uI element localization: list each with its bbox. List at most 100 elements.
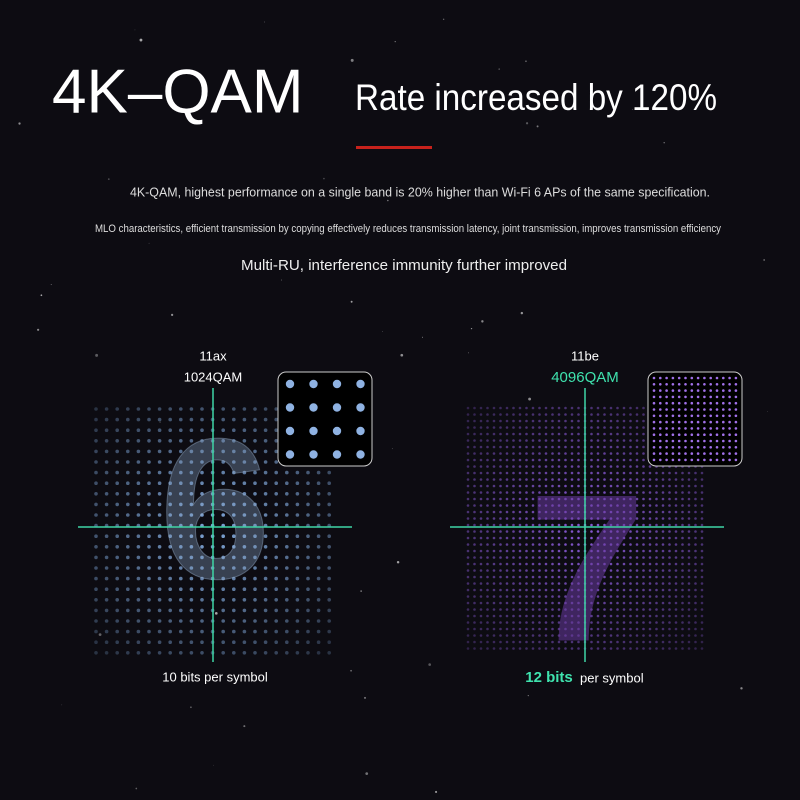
constellation-point [104, 439, 109, 443]
constellation-point [531, 413, 535, 416]
constellation-point [577, 406, 580, 410]
constellation-point [668, 627, 671, 631]
constellation-point [499, 445, 502, 449]
constellation-point [531, 608, 535, 611]
constellation-point [492, 569, 496, 572]
constellation-point [665, 414, 668, 418]
constellation-point [486, 562, 489, 566]
constellation-point [557, 569, 561, 572]
constellation-point [492, 510, 496, 514]
constellation-point [94, 492, 98, 496]
constellation-point [492, 608, 496, 611]
constellation-point [486, 647, 489, 650]
constellation-point [486, 530, 489, 533]
constellation-point [681, 556, 684, 559]
constellation-point [694, 595, 697, 598]
constellation-point [473, 491, 476, 494]
constellation-point [622, 504, 626, 507]
constellation-point [136, 587, 141, 591]
constellation-point [253, 629, 257, 634]
constellation-point [505, 627, 509, 631]
constellation-point [635, 439, 639, 442]
constellation-point [661, 536, 665, 540]
constellation-point [473, 543, 476, 546]
constellation-point [499, 549, 502, 553]
constellation-point [544, 634, 548, 637]
constellation-point [642, 471, 645, 475]
constellation-point [609, 491, 613, 494]
constellation-point [189, 439, 194, 443]
constellation-point [179, 492, 183, 496]
constellation-point [622, 458, 626, 462]
constellation-point [609, 614, 613, 618]
constellation-point [538, 601, 541, 605]
constellation-point [642, 478, 645, 481]
constellation-point [722, 401, 725, 405]
constellation-point [466, 458, 470, 462]
constellation-point [681, 523, 684, 527]
constellation-point [681, 549, 684, 553]
constellation-point [684, 433, 687, 437]
constellation-point [557, 413, 561, 416]
constellation-point [486, 413, 489, 416]
constellation-point [564, 640, 567, 644]
constellation-point [544, 419, 548, 423]
constellation-point [622, 575, 626, 579]
constellation-point [242, 619, 247, 623]
constellation-point [642, 582, 645, 585]
constellation-point [677, 408, 681, 411]
constellation-point [616, 510, 619, 514]
constellation-point [659, 433, 662, 437]
constellation-point [505, 465, 509, 468]
constellation-point [642, 523, 645, 527]
constellation-point [694, 647, 697, 650]
constellation-point [616, 419, 619, 423]
constellation-point [655, 614, 658, 618]
constellation-point [505, 432, 509, 436]
constellation-point [316, 598, 321, 602]
constellation-point [479, 569, 483, 572]
constellation-point [609, 484, 613, 488]
constellation-point [525, 445, 528, 449]
constellation-point [551, 517, 554, 520]
constellation-point [332, 450, 342, 459]
constellation-point [538, 588, 541, 592]
constellation-point [696, 433, 700, 437]
constellation-point [655, 549, 658, 553]
constellation-point [622, 549, 626, 553]
constellation-point [684, 383, 687, 386]
constellation-point [492, 517, 496, 520]
constellation-point [715, 420, 719, 424]
constellation-point [700, 517, 704, 520]
constellation-point [538, 458, 541, 462]
constellation-point [609, 406, 613, 410]
constellation-point [557, 549, 561, 553]
star [50, 283, 52, 286]
constellation-point [157, 502, 162, 507]
constellation-point [263, 407, 268, 411]
constellation-point [189, 534, 194, 538]
constellation-point [466, 406, 470, 410]
constellation-point [557, 530, 561, 533]
constellation-point [473, 634, 476, 637]
constellation-point [557, 497, 561, 501]
constellation-point [703, 376, 706, 380]
constellation-point [466, 419, 470, 423]
constellation-point [551, 504, 554, 507]
constellation-point [179, 428, 183, 433]
constellation-point [551, 569, 554, 572]
constellation-point [486, 582, 489, 585]
constellation-point [564, 562, 567, 566]
constellation-point [189, 513, 194, 517]
constellation-point [200, 619, 204, 623]
constellation-point [525, 562, 528, 566]
constellation-point [479, 575, 483, 579]
constellation-point [538, 556, 541, 559]
constellation-point [652, 446, 656, 449]
constellation-point [694, 549, 697, 553]
constellation-point [616, 556, 619, 559]
constellation-point [570, 523, 574, 527]
constellation-point [616, 452, 619, 455]
constellation-point [492, 432, 496, 436]
constellation-point [603, 601, 606, 605]
